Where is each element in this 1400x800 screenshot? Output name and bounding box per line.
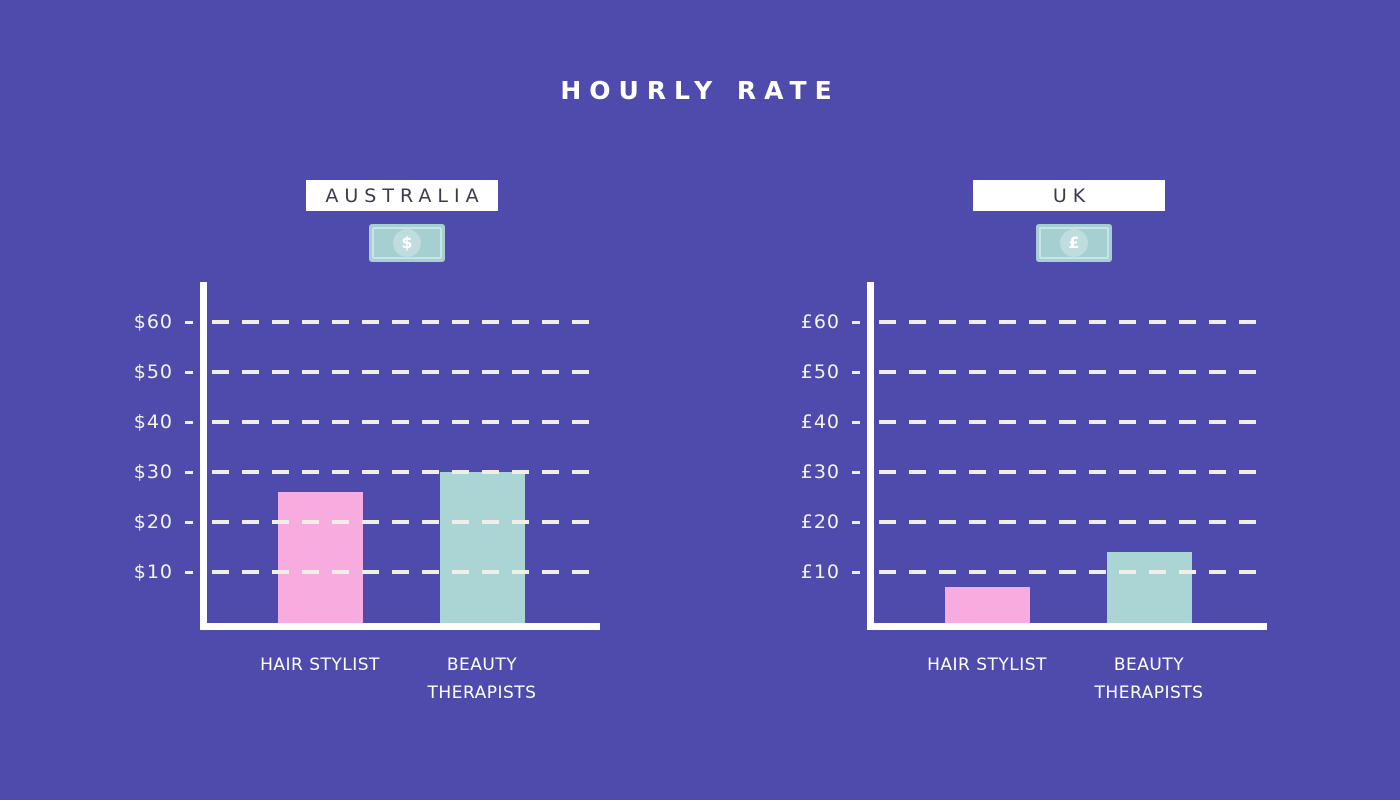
y-tick-label: £50 (800, 361, 840, 383)
x-axis-line (200, 623, 600, 630)
y-axis-line (200, 282, 207, 630)
y-tick-label: £10 (800, 561, 840, 583)
y-tick-label: £40 (800, 411, 840, 433)
gridline-50 (879, 370, 1267, 374)
pound-banknote-icon: £ (1036, 224, 1112, 262)
chart-uk: UK £ £60 £50 £40 £30 £20 £10 HAIR STYLIST BEA… (667, 0, 1400, 800)
y-tick-dash (852, 470, 860, 474)
gridline-40 (212, 420, 600, 424)
y-tick-dash (852, 420, 860, 424)
page-title: HOURLY RATE (560, 76, 840, 105)
gridline-60 (879, 320, 1267, 324)
gridline-30 (212, 470, 600, 474)
y-tick-dash (185, 370, 193, 374)
gridline-20 (879, 520, 1267, 524)
gridline-30 (879, 470, 1267, 474)
gridline-60 (212, 320, 600, 324)
bar-beauty-therapists (440, 472, 525, 623)
category-label-beauty-therapists: BEAUTY THERAPISTS (427, 655, 537, 703)
y-axis-line (867, 282, 874, 630)
gridlines-uk: £60 £50 £40 £30 £20 £10 (801, 282, 1267, 630)
gridline-40 (879, 420, 1267, 424)
bar-hair-stylist (278, 492, 363, 623)
gridlines-australia: $60 $50 $40 $30 $20 $10 (134, 282, 600, 630)
y-tick-label: £30 (800, 461, 840, 483)
country-label-uk: UK (1052, 184, 1092, 207)
y-tick-dash (185, 470, 193, 474)
dollar-banknote-icon: $ (369, 224, 445, 262)
y-tick-dash (852, 570, 860, 574)
country-label-australia: AUSTRALIA (325, 184, 485, 207)
plot-area-australia: $60 $50 $40 $30 $20 $10 (134, 282, 600, 630)
y-tick-label: £20 (800, 511, 840, 533)
y-tick-label: £60 (800, 311, 840, 333)
bars-australia (200, 282, 600, 630)
gridline-20 (212, 520, 600, 524)
gridline-10 (879, 570, 1267, 574)
y-tick-dash (185, 520, 193, 524)
banknote-border (372, 227, 442, 259)
y-tick-label: $30 (133, 461, 173, 483)
y-tick-label: $40 (133, 411, 173, 433)
y-tick-dash (185, 320, 193, 324)
y-tick-dash (852, 370, 860, 374)
pound-coin-circle: £ (1060, 229, 1088, 257)
y-tick-dash (185, 420, 193, 424)
dollar-coin-circle: $ (393, 229, 421, 257)
category-label-hair-stylist: HAIR STYLIST (927, 655, 1047, 675)
y-tick-dash (852, 320, 860, 324)
category-label-beauty-therapists: BEAUTY THERAPISTS (1094, 655, 1204, 703)
banknote-border (1039, 227, 1109, 259)
chart-australia: AUSTRALIA $ $60 $50 $40 $30 $20 $10 HAIR STYL… (134, 180, 600, 703)
y-tick-label: $60 (133, 311, 173, 333)
plot-area-uk: £60 £50 £40 £30 £20 £10 (801, 282, 1267, 630)
gridline-50 (212, 370, 600, 374)
country-label-box-uk: UK (973, 180, 1165, 211)
y-tick-dash (852, 520, 860, 524)
pound-symbol: £ (1068, 233, 1080, 252)
bar-beauty-therapists (1107, 552, 1192, 623)
y-tick-label: $20 (133, 511, 173, 533)
country-label-box-australia: AUSTRALIA (306, 180, 498, 211)
category-label-hair-stylist: HAIR STYLIST (260, 655, 380, 675)
dollar-symbol: $ (401, 233, 413, 252)
bars-uk (867, 282, 1267, 630)
y-tick-label: $10 (133, 561, 173, 583)
bar-hair-stylist (945, 587, 1030, 623)
x-axis-line (867, 623, 1267, 630)
y-tick-label: $50 (133, 361, 173, 383)
gridline-10 (212, 570, 600, 574)
y-tick-dash (185, 570, 193, 574)
